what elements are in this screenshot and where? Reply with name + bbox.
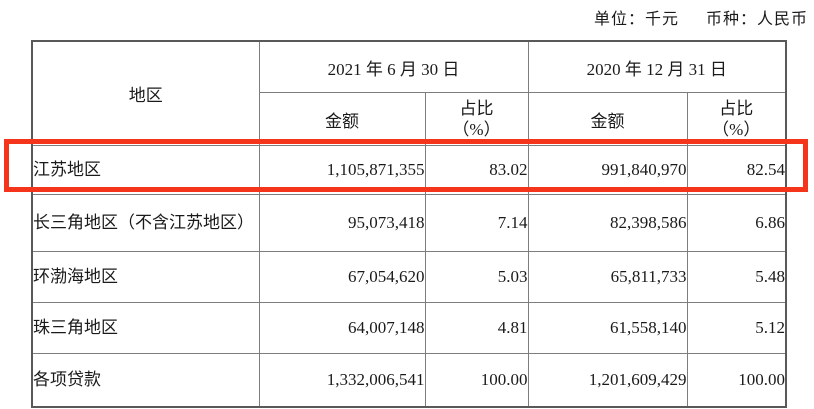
- header-date-2020: 2020 年 12 月 31 日: [527, 40, 787, 93]
- cell-ratio-2020: 5.48: [686, 251, 787, 303]
- cell-ratio-2020: 100.00: [686, 353, 787, 408]
- cell-ratio-2021: 83.02: [424, 145, 529, 195]
- header-date-2021: 2021 年 6 月 30 日: [258, 40, 529, 93]
- cell-region: 珠三角地区: [31, 302, 260, 354]
- header-region: 地区: [31, 40, 260, 146]
- cell-amount-2020: 1,201,609,429: [527, 353, 688, 408]
- unit-label: 单位：千元: [593, 11, 679, 28]
- table-row-total-loans: 各项贷款 1,332,006,541 100.00 1,201,609,429 …: [31, 353, 787, 408]
- header-row-dates: 地区 2021 年 6 月 30 日 2020 年 12 月 31 日: [31, 40, 787, 146]
- cell-amount-2021: 95,073,418: [258, 194, 426, 252]
- cell-region: 环渤海地区: [31, 251, 260, 303]
- header-ratio-2021: 占比 （%）: [424, 92, 529, 146]
- cell-ratio-2020: 5.12: [686, 302, 787, 354]
- table-row-yangtze-delta: 长三角地区（不含江苏地区） 95,073,418 7.14 82,398,586…: [31, 194, 787, 252]
- header-amount-2021: 金额: [258, 92, 426, 146]
- header-ratio-2020: 占比 （%）: [686, 92, 787, 146]
- cell-amount-2021: 64,007,148: [258, 302, 426, 354]
- cell-amount-2020: 65,811,733: [527, 251, 688, 303]
- cell-amount-2020: 82,398,586: [527, 194, 688, 252]
- cell-ratio-2020: 6.86: [686, 194, 787, 252]
- table-row-jiangsu: 江苏地区 1,105,871,355 83.02 991,840,970 82.…: [31, 145, 787, 195]
- cell-ratio-2021: 7.14: [424, 194, 529, 252]
- cell-ratio-2021: 4.81: [424, 302, 529, 354]
- table-row-pearl-delta: 珠三角地区 64,007,148 4.81 61,558,140 5.12: [31, 302, 787, 354]
- cell-region: 江苏地区: [31, 145, 260, 195]
- regional-loans-table: 地区 2021 年 6 月 30 日 2020 年 12 月 31 日 金额 占…: [31, 40, 787, 408]
- cell-amount-2021: 1,105,871,355: [258, 145, 426, 195]
- table-caption: 单位：千元 币种：人民币: [594, 5, 808, 29]
- cell-region: 长三角地区（不含江苏地区）: [31, 194, 260, 252]
- cell-ratio-2021: 5.03: [424, 251, 529, 303]
- header-row-measures: 金额 占比 （%） 金额 占比 （%）: [32, 92, 787, 146]
- cell-ratio-2020: 82.54: [686, 145, 787, 195]
- cell-region: 各项贷款: [31, 353, 260, 408]
- cell-ratio-2021: 100.00: [424, 353, 529, 408]
- cell-amount-2020: 991,840,970: [527, 145, 688, 195]
- currency-label: 币种：人民币: [705, 11, 808, 28]
- cell-amount-2021: 1,332,006,541: [258, 353, 426, 408]
- cell-amount-2021: 67,054,620: [258, 251, 426, 303]
- header-amount-2020: 金额: [527, 92, 688, 146]
- table-row-bohai-rim: 环渤海地区 67,054,620 5.03 65,811,733 5.48: [31, 251, 787, 303]
- cell-amount-2020: 61,558,140: [527, 302, 688, 354]
